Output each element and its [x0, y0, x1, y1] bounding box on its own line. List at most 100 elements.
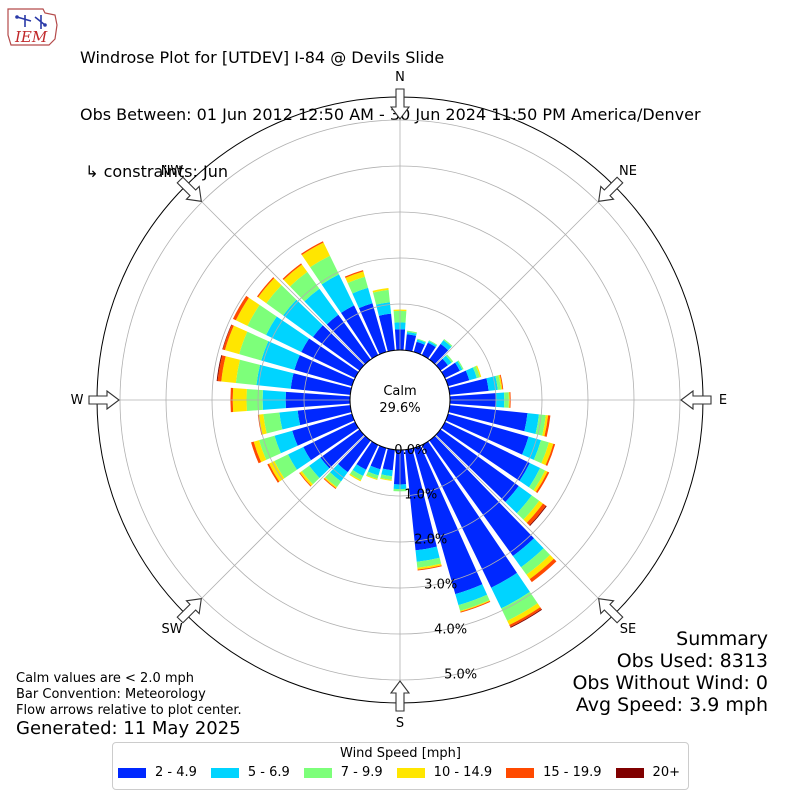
windrose-bar-segment	[407, 330, 417, 334]
note-calm: Calm values are < 2.0 mph	[16, 671, 195, 686]
legend: Wind Speed [mph] 2 - 4.9 5 - 6.9 7 - 9.9…	[112, 742, 689, 790]
summary-obs-used: Obs Used: 8313	[616, 650, 768, 672]
windrose-bar-segment	[235, 297, 260, 326]
windrose-bar-segment	[429, 435, 535, 557]
logo-text: IEM	[14, 28, 48, 46]
flow-arrow	[680, 389, 712, 411]
windrose-bar-segment	[460, 600, 490, 612]
flow-arrow	[389, 680, 411, 712]
windrose-bar-segment	[222, 324, 234, 351]
legend-label: 20+	[652, 765, 680, 780]
summary-obs-without-wind: Obs Without Wind: 0	[572, 672, 768, 694]
windrose-bar-segment	[283, 264, 308, 287]
radial-tick-label: 2.0%	[414, 533, 447, 548]
windrose-bar-segment	[232, 295, 249, 321]
flow-arrow	[176, 598, 202, 624]
windrose-bar-segment	[366, 475, 378, 480]
note-flow-arrows: Flow arrows relative to plot center.	[16, 703, 242, 718]
windrose-bar-segment	[341, 305, 379, 359]
windrose-bar-segment	[216, 355, 223, 382]
radial-tick-labels: 0.0% 1.0% 2.0% 3.0% 4.0% 5.0%	[394, 443, 477, 683]
windrose-bar-segment	[294, 355, 355, 387]
legend-title: Wind Speed [mph]	[340, 746, 461, 761]
dir-label-w: W	[71, 393, 84, 408]
windrose-bar-segment	[292, 413, 355, 446]
windrose-bar-segment	[421, 342, 436, 359]
windrose-bar-segment	[287, 446, 311, 470]
windrose-bar-segment	[289, 271, 320, 302]
windrose-bar-segment	[417, 563, 442, 570]
windrose-bar-segment	[529, 558, 557, 583]
dir-label-s: S	[396, 716, 404, 731]
windrose-bar-segment	[258, 414, 267, 435]
windrose-bar-segment	[224, 325, 248, 355]
windrose-bar-segment	[406, 331, 417, 336]
flow-arrows	[88, 88, 712, 712]
windrose-bar-segment	[312, 325, 365, 371]
windrose-bar-segment	[440, 340, 452, 351]
windrose-bar-segment	[321, 274, 355, 313]
legend-label: 7 - 9.9	[340, 765, 383, 780]
windrose-bar-segment	[344, 270, 364, 278]
legend-swatch	[615, 767, 644, 778]
legend-item: 10 - 14.9	[396, 765, 492, 780]
windrose-bar-segment	[301, 242, 330, 268]
legend-swatch	[303, 767, 332, 778]
windrose-bar-segment	[519, 463, 541, 488]
windrose-bar-segment	[465, 367, 477, 381]
windrose-bar-segment	[297, 405, 352, 426]
radial-grid	[97, 97, 703, 703]
windrose-bar-segment	[435, 358, 448, 371]
legend-item: 5 - 6.9	[210, 765, 290, 780]
windrose-bar-segment	[256, 364, 294, 389]
windrose-bar-segment	[427, 340, 437, 348]
legend-swatch	[506, 767, 535, 778]
windrose-bar-segment	[460, 601, 491, 613]
grid-spoke	[435, 435, 615, 615]
windrose-bar-segment	[347, 276, 369, 294]
windrose-bar-segment	[352, 287, 373, 309]
windrose-bar-segment	[545, 443, 556, 466]
windrose-bar-segment	[529, 468, 546, 491]
windrose-bar-segment	[501, 591, 538, 621]
windrose-bar-segment	[416, 339, 426, 345]
windrose-bar-segment	[301, 241, 324, 255]
windrose-bar-segment	[529, 505, 547, 527]
windrose-bar-segment	[263, 412, 283, 434]
windrose-bar-segment	[337, 435, 371, 473]
dir-label-sw: SW	[161, 622, 182, 637]
grid-spoke	[185, 185, 365, 365]
windrose-bar-segment	[505, 485, 532, 514]
windrose-bar-segment	[455, 584, 488, 606]
grid-spoke	[435, 185, 615, 365]
windrose-bar-segment	[358, 303, 387, 355]
windrose-bar-segment	[356, 441, 379, 470]
legend-item: 15 - 19.9	[506, 765, 602, 780]
direction-labels: N NE E SE S SW W NW	[71, 70, 728, 731]
windrose-bar-segment	[370, 445, 387, 470]
windrose-bar-segment	[533, 470, 548, 492]
footer-notes: Calm values are < 2.0 mph Bar Convention…	[16, 671, 242, 719]
windrose-bar-segment	[372, 288, 389, 293]
windrose-bar-segment	[266, 316, 310, 353]
windrose-bar-segment	[310, 255, 339, 285]
windrose-bar-segment	[349, 473, 362, 482]
windrose-bar-segment	[455, 361, 463, 371]
windrose-bar-segment	[274, 430, 298, 454]
calm-label: Calm	[383, 384, 416, 399]
windrose-bar-segment	[495, 375, 501, 390]
windrose-bar-segment	[266, 285, 297, 316]
windrose-bar-segment	[516, 495, 540, 520]
flow-arrow	[176, 176, 202, 202]
chart-title: Windrose Plot for [UTDEV] I-84 @ Devils …	[80, 48, 445, 67]
windrose-bar-segment	[417, 565, 442, 571]
windrose-bar-segment	[376, 302, 392, 316]
chart-subtitle-constraints: ↳ constraints: Jun	[80, 162, 228, 181]
windrose-bar-segment	[323, 478, 337, 489]
windrose-bar-segment	[303, 421, 359, 461]
legend-item: 2 - 4.9	[118, 765, 197, 780]
windrose-bar-segment	[247, 304, 277, 335]
windrose-bar-segment	[257, 277, 275, 298]
dir-label-nw: NW	[161, 164, 184, 179]
legend-item: 7 - 9.9	[303, 765, 383, 780]
